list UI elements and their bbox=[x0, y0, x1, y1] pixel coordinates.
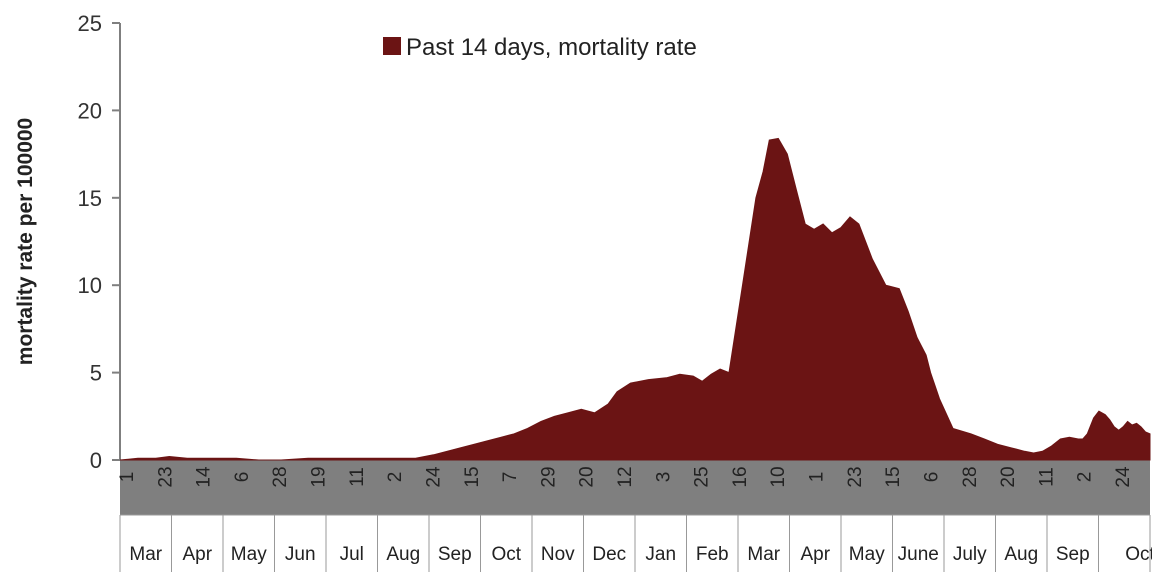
day-tick-label: 14 bbox=[194, 466, 215, 488]
month-label: Aug bbox=[386, 544, 420, 565]
day-tick-label: 23 bbox=[155, 466, 176, 487]
month-label: Jul bbox=[340, 544, 364, 565]
month-label: Dec bbox=[592, 544, 626, 565]
month-label: Sep bbox=[438, 544, 472, 565]
day-tick-label: 23 bbox=[845, 466, 866, 487]
legend-label: Past 14 days, mortality rate bbox=[406, 34, 697, 61]
day-tick-label: 29 bbox=[538, 466, 559, 487]
day-tick-label: 28 bbox=[270, 466, 291, 487]
month-label: Jun bbox=[285, 544, 316, 565]
month-label: Apr bbox=[800, 544, 830, 565]
day-tick-label: 20 bbox=[577, 466, 598, 487]
y-axis-label: mortality rate per 100000 bbox=[14, 118, 37, 365]
month-label: Apr bbox=[182, 544, 212, 565]
day-tick-label: 6 bbox=[921, 472, 942, 483]
day-tick-label: 24 bbox=[423, 466, 444, 488]
month-label: May bbox=[849, 544, 885, 565]
day-tick-label: 15 bbox=[883, 466, 904, 487]
month-label: July bbox=[953, 544, 987, 565]
y-tick-label: 15 bbox=[78, 186, 102, 211]
month-label: Mar bbox=[747, 544, 780, 565]
y-tick-label: 10 bbox=[78, 273, 102, 298]
day-tick-label: 12 bbox=[615, 466, 636, 487]
month-row: Mar Apr May Jun Jul Aug Sep Oct Nov Dec Jan Feb Mar A… bbox=[119, 514, 1152, 572]
day-tick-label: 1 bbox=[117, 472, 138, 483]
day-tick-label: 3 bbox=[653, 472, 674, 483]
day-tick-label: 11 bbox=[347, 467, 368, 487]
day-tick-label: 2 bbox=[1075, 472, 1096, 483]
y-tick-label: 0 bbox=[90, 448, 102, 473]
month-label: May bbox=[231, 544, 267, 565]
day-tick-label: 10 bbox=[768, 466, 789, 487]
month-label: Aug bbox=[1004, 544, 1038, 565]
month-label: Oct bbox=[491, 544, 521, 565]
y-tick-label: 25 bbox=[78, 11, 102, 36]
day-tick-label: 25 bbox=[692, 466, 713, 487]
month-label: Feb bbox=[696, 544, 729, 565]
month-label: Mar bbox=[129, 544, 162, 565]
day-tick-label: 7 bbox=[500, 472, 521, 483]
month-label: Oct bbox=[1125, 544, 1152, 565]
y-axis bbox=[112, 22, 121, 461]
day-tick-label: 16 bbox=[730, 466, 751, 487]
date-band bbox=[120, 460, 1150, 515]
legend-swatch bbox=[383, 37, 401, 55]
series-layer bbox=[119, 137, 1151, 461]
series-area bbox=[119, 137, 1151, 461]
month-label: Nov bbox=[541, 544, 575, 565]
day-tick-label: 28 bbox=[960, 466, 981, 487]
month-label: Jan bbox=[645, 544, 676, 565]
day-tick-label: 19 bbox=[309, 466, 330, 487]
y-tick-label: 5 bbox=[90, 361, 102, 386]
date-band-fill bbox=[120, 460, 1150, 515]
month-label: Sep bbox=[1056, 544, 1090, 565]
month-label: June bbox=[898, 544, 939, 565]
day-tick-label: 15 bbox=[462, 466, 483, 487]
y-tick-labels: 0 5 10 15 20 25 bbox=[78, 11, 102, 473]
legend: Past 14 days, mortality rate bbox=[383, 34, 697, 61]
day-tick-label: 11 bbox=[1036, 467, 1057, 487]
day-tick-label: 2 bbox=[385, 472, 406, 483]
day-tick-label: 6 bbox=[232, 472, 253, 483]
day-tick-label: 24 bbox=[1113, 466, 1134, 488]
day-tick-labels: 1 23 14 6 28 19 11 2 24 15 7 29 20 12 3 25 16 10 1 23 15 6 28 2… bbox=[117, 466, 1134, 488]
day-tick-label: 1 bbox=[807, 472, 828, 483]
day-tick-label: 20 bbox=[998, 466, 1019, 487]
y-tick-label: 20 bbox=[78, 98, 102, 123]
